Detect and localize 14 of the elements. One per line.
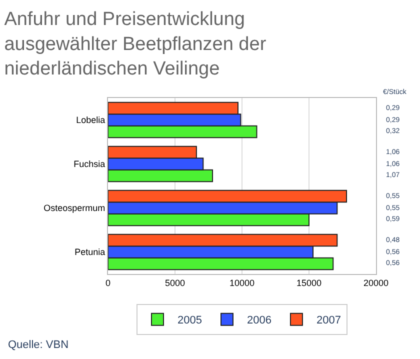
y-tick-label: Lobelia (76, 115, 106, 126)
chart-title: Anfuhr und Preisentwicklung ausgewählter Beetpflanzen der niederländischen Veilinge (4, 9, 267, 80)
x-tick-label: 0 (105, 278, 111, 288)
legend-label: 2007 (316, 314, 341, 327)
source-note: Quelle: VBN (8, 339, 69, 351)
legend-label: 2006 (246, 314, 272, 327)
x-tick-label: 5000 (164, 278, 186, 288)
legend-label: 2005 (178, 314, 202, 327)
x-tick-label: 15000 (296, 278, 322, 288)
y-tick-label: Osteospermum (44, 203, 106, 214)
x-tick-label: 10000 (229, 278, 255, 288)
y-tick-label: Petunia (74, 247, 106, 258)
y-tick-label: Fuchsia (74, 159, 106, 170)
x-tick-label: 20000 (363, 278, 389, 288)
